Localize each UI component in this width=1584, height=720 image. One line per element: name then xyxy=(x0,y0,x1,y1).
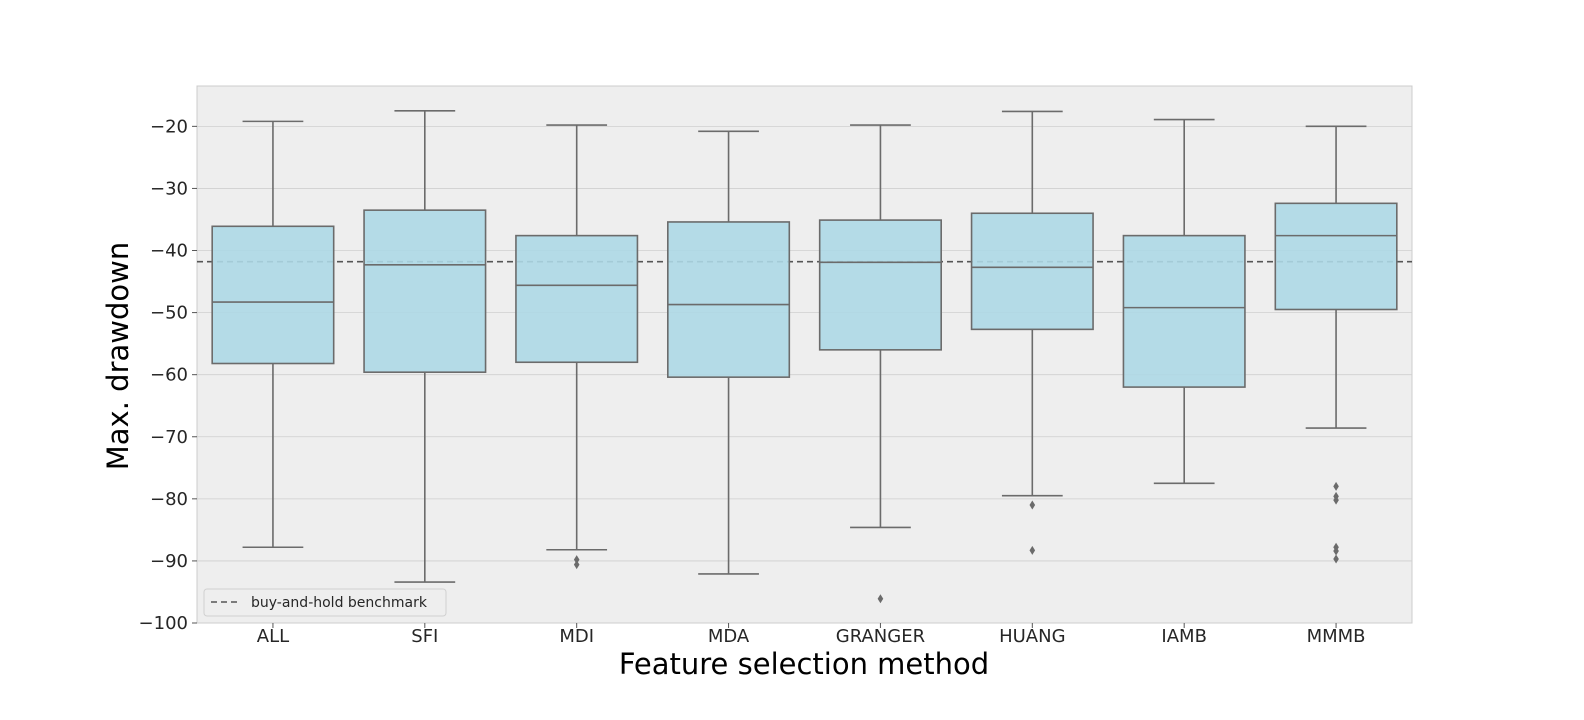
interquartile-box xyxy=(1122,234,1246,388)
legend: buy-and-hold benchmark xyxy=(203,588,447,617)
box-iamb xyxy=(1122,118,1246,485)
boxes-layer xyxy=(211,110,1398,604)
x-tick-label: GRANGER xyxy=(836,626,925,647)
outlier-point xyxy=(1029,545,1036,555)
outlier-point xyxy=(1029,500,1036,510)
x-tick-label: SFI xyxy=(411,626,438,647)
outlier-point xyxy=(1333,481,1339,491)
box-sfi xyxy=(363,110,487,583)
y-tick-label: −90 xyxy=(150,551,188,572)
x-axis-title: Feature selection method xyxy=(619,647,989,681)
x-tick-label: MDA xyxy=(708,626,750,647)
legend-entry-label: buy-and-hold benchmark xyxy=(251,595,428,611)
y-tick-label: −30 xyxy=(150,178,188,199)
box-all xyxy=(211,120,335,549)
x-tick-label: ALL xyxy=(257,626,289,647)
y-tick-label: −100 xyxy=(139,613,188,634)
outlier-point xyxy=(573,555,580,565)
x-axis-ticks: ALL SFI MDI MDA GRANGER HUANG IAMB MMMB xyxy=(257,623,1366,647)
legend-box xyxy=(203,588,447,617)
x-tick-label: IAMB xyxy=(1161,626,1207,647)
outlier-point xyxy=(877,594,884,604)
interquartile-box xyxy=(970,212,1094,331)
y-tick-label: −20 xyxy=(150,116,188,137)
interquartile-box xyxy=(211,225,335,365)
y-tick-label: −80 xyxy=(150,489,188,510)
box-huang xyxy=(970,110,1094,555)
interquartile-box xyxy=(818,219,942,351)
box-mda xyxy=(667,130,791,575)
box-granger xyxy=(818,124,942,604)
y-tick-label: −40 xyxy=(150,241,188,262)
y-axis-title: Max. drawdown xyxy=(101,242,135,470)
box-mdi xyxy=(515,124,639,570)
outlier-point xyxy=(573,560,580,570)
y-tick-label: −60 xyxy=(150,365,188,386)
box-mmmb xyxy=(1274,125,1398,564)
interquartile-box xyxy=(515,234,639,364)
outlier-point xyxy=(1333,546,1339,556)
outlier-point xyxy=(1333,554,1339,564)
y-tick-label: −70 xyxy=(150,427,188,448)
interquartile-box xyxy=(363,209,487,373)
y-axis-ticks: −20 −30 −40 −50 −60 −70 −80 −90 −100 xyxy=(139,116,197,634)
interquartile-box xyxy=(1274,202,1398,311)
x-tick-label: HUANG xyxy=(999,626,1065,647)
outlier-point xyxy=(1333,495,1339,505)
y-tick-label: −50 xyxy=(150,303,188,324)
x-tick-label: MDI xyxy=(559,626,594,647)
grid-lines xyxy=(197,125,1412,624)
interquartile-box xyxy=(667,221,791,378)
x-tick-label: MMMB xyxy=(1307,626,1366,647)
